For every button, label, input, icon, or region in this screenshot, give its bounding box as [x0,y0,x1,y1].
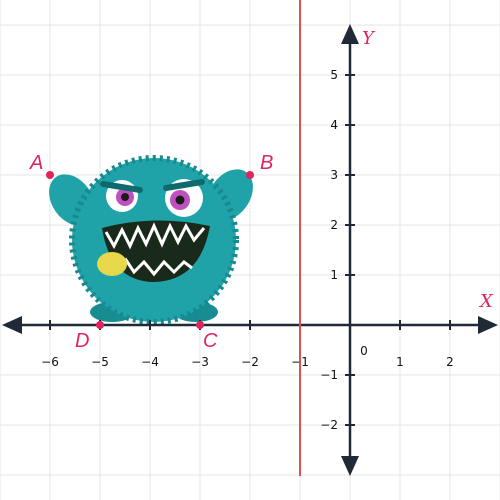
x-tick-label: 2 [446,355,454,369]
point-label-b: B [260,152,273,174]
y-tick-label: 4 [330,118,338,132]
point-d [96,321,104,329]
x-axis-arrow-left-icon [2,316,22,334]
y-tick-label: 3 [330,168,338,182]
x-tick-label: −6 [41,355,59,369]
y-tick-label: −2 [320,418,338,432]
y-axis-arrow-up-icon [341,24,359,44]
y-tick-label: 1 [330,268,338,282]
x-tick-label: 1 [396,355,404,369]
ticks: −6−5−4−3−2−11254321−1−2 [41,68,454,432]
x-tick-label: −4 [141,355,159,369]
furry-teal-monster-icon [49,155,253,325]
point-label-a: A [29,152,43,174]
y-axis-arrow-down-icon [341,456,359,476]
point-label-c: C [203,330,218,352]
y-tick-label: 2 [330,218,338,232]
origin-label: 0 [360,344,368,358]
y-tick-label: −1 [320,368,338,382]
y-tick-label: 5 [330,68,338,82]
y-axis-label: Y [362,28,376,49]
x-axis-label: X [478,291,494,312]
point-b [246,171,254,179]
point-label-d: D [75,330,89,352]
x-tick-label: −2 [241,355,259,369]
x-tick-label: −3 [191,355,209,369]
x-tick-label: −5 [91,355,109,369]
x-axis-arrow-right-icon [478,316,498,334]
point-c [196,321,204,329]
points-layer: A B C D [29,152,273,352]
point-a [46,171,54,179]
